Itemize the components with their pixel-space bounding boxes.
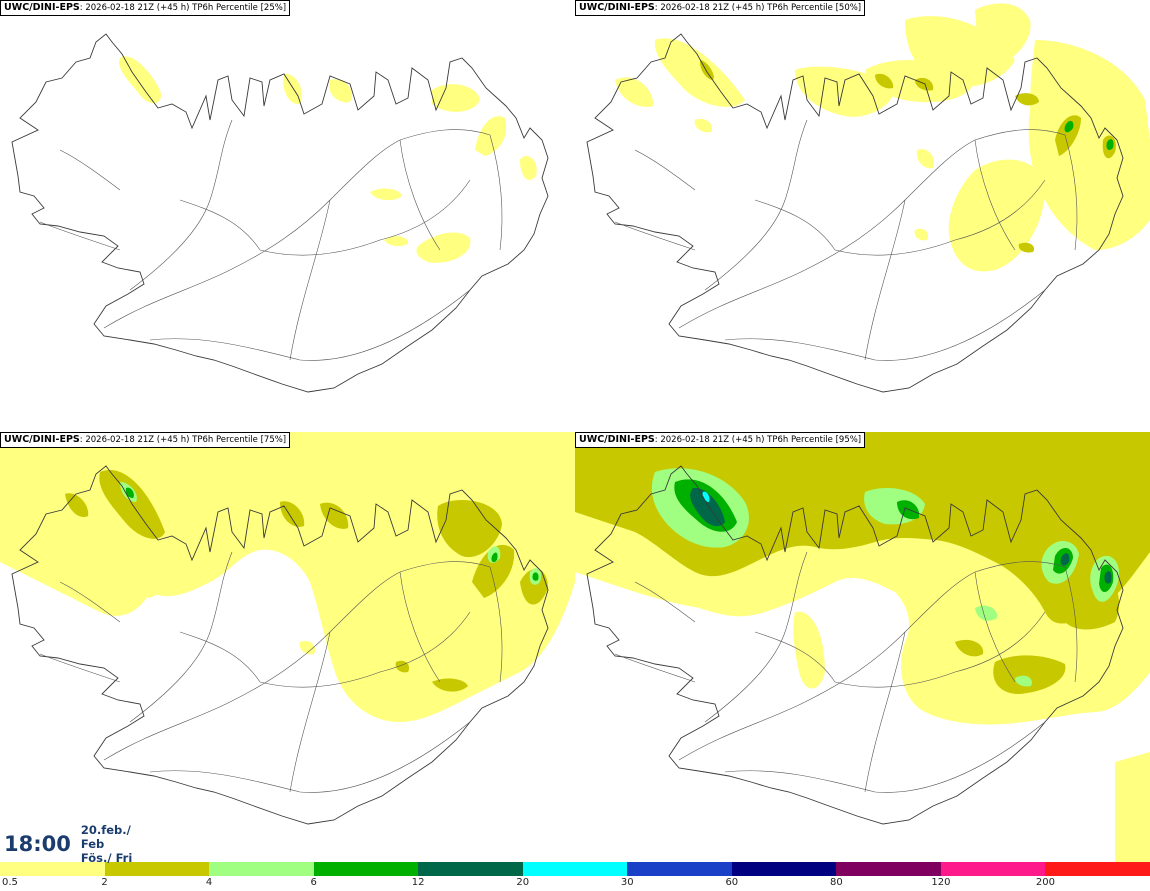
precip-field-green: [1064, 120, 1114, 150]
panel-title-rest: : 2026-02-18 21Z (+45 h) TP6h Percentile…: [654, 3, 862, 13]
panel-title-model: UWC/DINI-EPS: [579, 2, 655, 13]
map-panel-p75: UWC/DINI-EPS: 2026-02-18 21Z (+45 h) TP6…: [0, 432, 575, 864]
valid-time-label: 18:00 20.feb./ Feb Fös./ Fri: [0, 823, 138, 865]
panel-title-model: UWC/DINI-EPS: [4, 434, 80, 445]
valid-date-line2: Fös./ Fri: [80, 851, 133, 865]
precip-field: [615, 3, 1150, 272]
colorbar-label: 30: [620, 877, 634, 888]
colorbar-label: 60: [725, 877, 739, 888]
panel-title-model: UWC/DINI-EPS: [579, 434, 655, 445]
panel-title-rest: : 2026-02-18 21Z (+45 h) TP6h Percentile…: [654, 435, 862, 445]
panel-title: UWC/DINI-EPS: 2026-02-18 21Z (+45 h) TP6…: [0, 0, 291, 16]
valid-date: 20.feb./ Feb Fös./ Fri: [81, 823, 138, 865]
panel-title-rest: : 2026-02-18 21Z (+45 h) TP6h Percentile…: [79, 435, 287, 445]
colorbar-segment: [1045, 862, 1150, 876]
panel-title-rest: : 2026-02-18 21Z (+45 h) TP6h Percentile…: [79, 3, 287, 13]
panel-title: UWC/DINI-EPS: 2026-02-18 21Z (+45 h) TP6…: [575, 432, 866, 448]
colorbar-segment: [731, 862, 837, 876]
valid-date-line1: 20.feb./ Feb: [80, 823, 131, 851]
map-panel-p50: UWC/DINI-EPS: 2026-02-18 21Z (+45 h) TP6…: [575, 0, 1150, 432]
colorbar-label: 2: [101, 877, 108, 888]
precip-field-olive: [699, 60, 1116, 253]
precip-field-cyan: [702, 491, 710, 502]
colorbar-label: 200: [1035, 877, 1055, 888]
colorbar-label: 4: [205, 877, 213, 888]
precipitation-map-p50: [586, 3, 1150, 393]
colorbar-segment: [313, 862, 419, 876]
precip-field-olive: [65, 470, 548, 692]
colorbar-segment: [836, 862, 941, 876]
colorbar-labels: 0.5 2 4 6 12 20 30 60 80 120 200: [0, 876, 1150, 891]
panel-title-model: UWC/DINI-EPS: [4, 2, 80, 13]
colorbar-segment: [418, 862, 523, 876]
panel-title: UWC/DINI-EPS: 2026-02-18 21Z (+45 h) TP6…: [575, 0, 866, 16]
colorbar-label: 12: [411, 877, 425, 888]
precipitation-map-p95: [575, 432, 1150, 864]
precipitation-colorbar: [0, 862, 1150, 876]
precip-field-green: [125, 487, 539, 581]
colorbar-label: 120: [931, 877, 951, 888]
precipitation-map-p25: [11, 33, 549, 393]
precip-field: [119, 56, 537, 263]
colorbar-segment: [627, 862, 732, 876]
colorbar-segment: [104, 862, 210, 876]
panel-title: UWC/DINI-EPS: 2026-02-18 21Z (+45 h) TP6…: [0, 432, 291, 448]
map-panel-p25: UWC/DINI-EPS: 2026-02-18 21Z (+45 h) TP6…: [0, 0, 575, 432]
colorbar-segment: [0, 862, 105, 876]
colorbar-segment: [209, 862, 314, 876]
map-panel-p95: UWC/DINI-EPS: 2026-02-18 21Z (+45 h) TP6…: [575, 432, 1150, 864]
valid-time: 18:00: [4, 832, 71, 856]
colorbar-label: 20: [516, 877, 530, 888]
colorbar-label: 0.5: [2, 877, 18, 888]
colorbar-label: 80: [829, 877, 843, 888]
colorbar-segment: [940, 862, 1046, 876]
precipitation-map-p75: [0, 432, 575, 825]
colorbar-label: 6: [310, 877, 317, 888]
colorbar-segment: [522, 862, 628, 876]
